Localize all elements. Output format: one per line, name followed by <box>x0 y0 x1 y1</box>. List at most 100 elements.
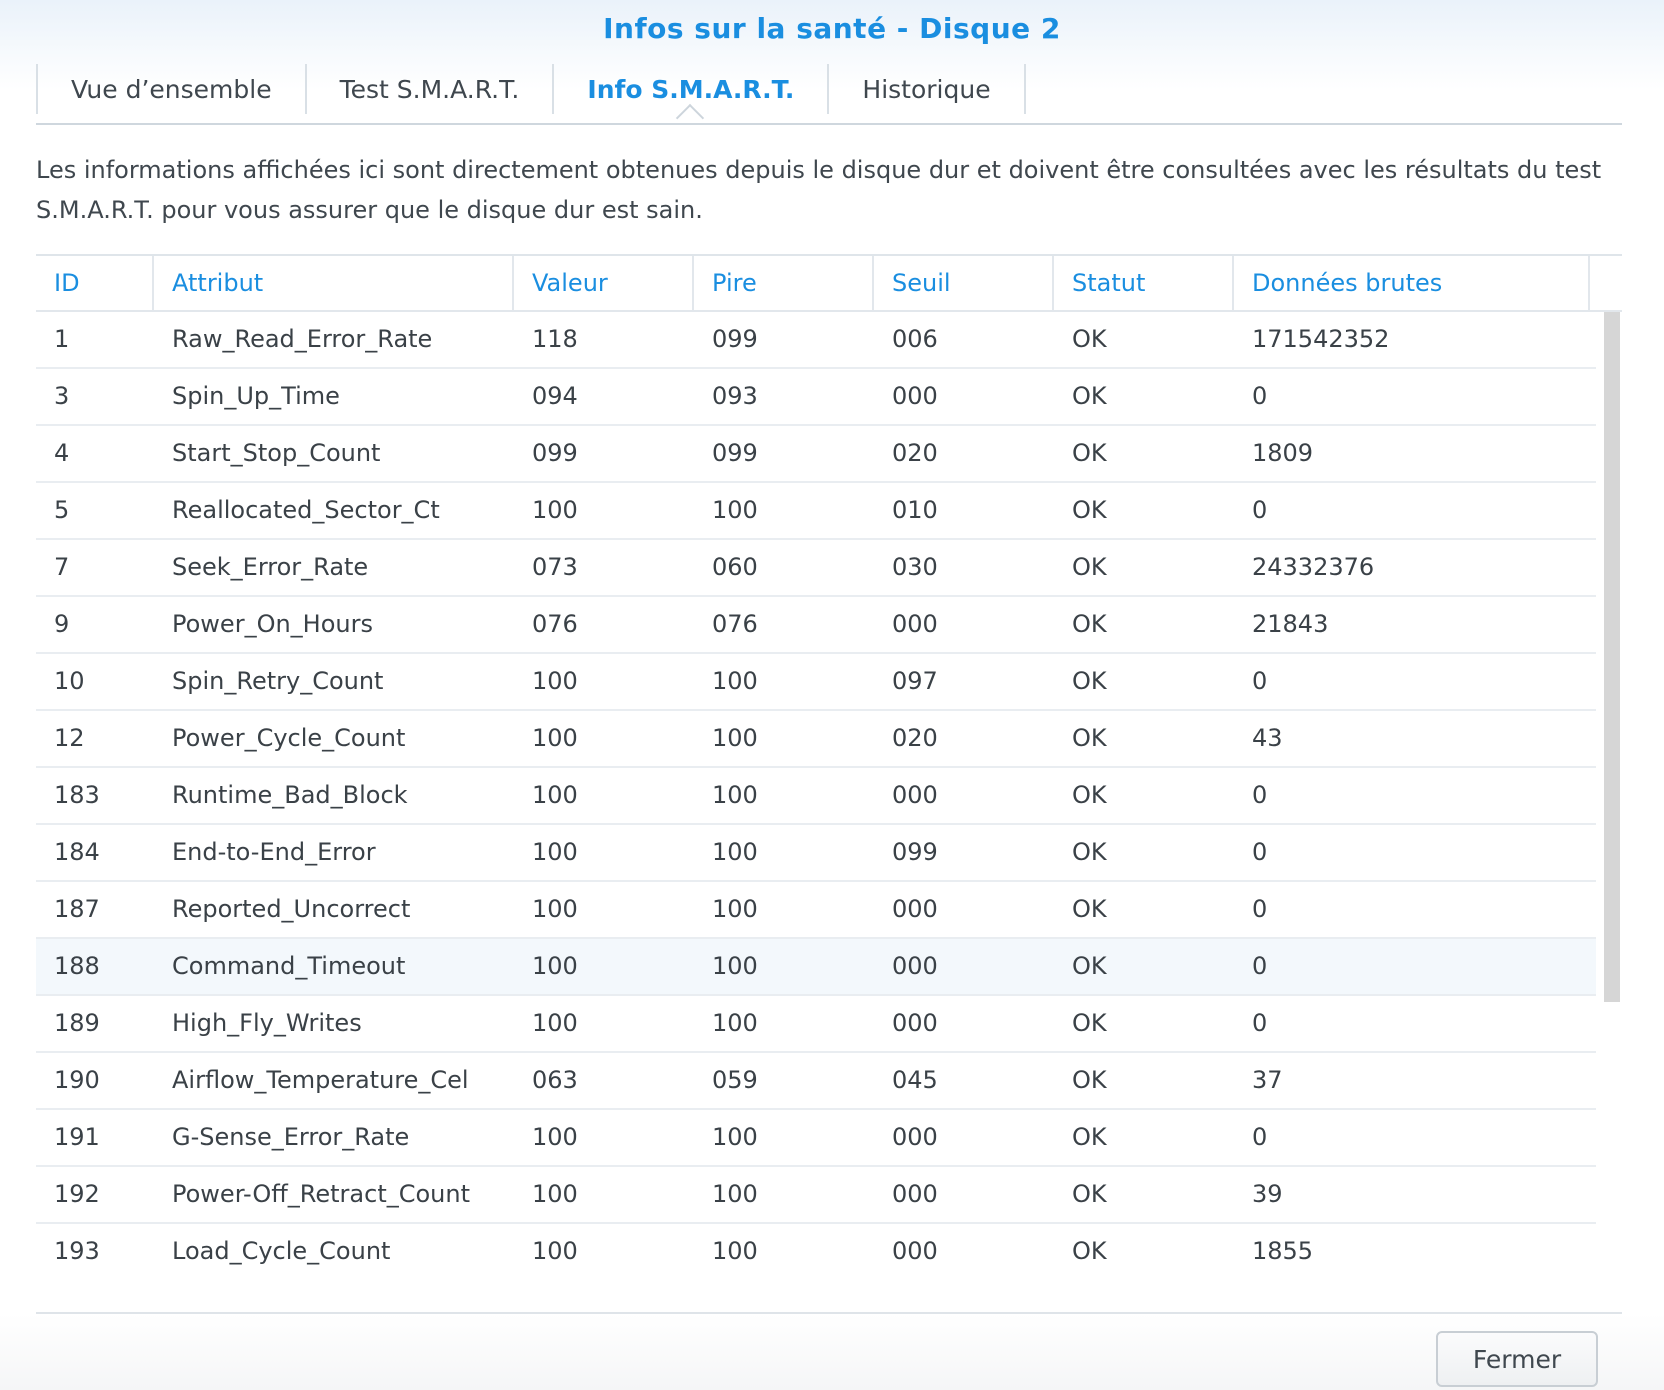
cell-raw-data: 21843 <box>1252 610 1329 638</box>
table-row[interactable]: 5 Reallocated_Sector_Ct 100 100 010 OK 0 <box>36 483 1596 540</box>
cell-raw-data: 0 <box>1252 496 1268 524</box>
table-row[interactable]: 12 Power_Cycle_Count 100 100 020 OK 43 <box>36 711 1596 768</box>
cell-attribute: High_Fly_Writes <box>172 1009 362 1037</box>
cell-worst: 100 <box>712 952 758 980</box>
cell-status: OK <box>1072 1009 1107 1037</box>
cell-id: 188 <box>54 952 100 980</box>
cell-raw-data: 43 <box>1252 724 1283 752</box>
cell-threshold: 020 <box>892 724 938 752</box>
cell-status: OK <box>1072 382 1107 410</box>
cell-status: OK <box>1072 496 1107 524</box>
column-header-worst[interactable]: Pire <box>694 256 874 310</box>
cell-id: 7 <box>54 553 70 581</box>
cell-threshold: 099 <box>892 838 938 866</box>
cell-id: 193 <box>54 1237 100 1265</box>
cell-attribute: G-Sense_Error_Rate <box>172 1123 410 1151</box>
cell-raw-data: 1855 <box>1252 1237 1314 1265</box>
cell-raw-data: 0 <box>1252 1009 1268 1037</box>
cell-raw-data: 1809 <box>1252 439 1314 467</box>
table-row[interactable]: 193 Load_Cycle_Count 100 100 000 OK 1855 <box>36 1224 1596 1274</box>
tab-smart-info[interactable]: Info S.M.A.R.T. <box>552 64 827 114</box>
table-row[interactable]: 7 Seek_Error_Rate 073 060 030 OK 24332376 <box>36 540 1596 597</box>
cell-value: 100 <box>532 952 578 980</box>
description-text: Les informations affichées ici sont dire… <box>36 156 1602 224</box>
cell-threshold: 010 <box>892 496 938 524</box>
cell-status: OK <box>1072 781 1107 809</box>
cell-threshold: 000 <box>892 610 938 638</box>
cell-worst: 093 <box>712 382 758 410</box>
cell-value: 100 <box>532 667 578 695</box>
column-header-id[interactable]: ID <box>36 256 154 310</box>
table-row[interactable]: 1 Raw_Read_Error_Rate 118 099 006 OK 171542352 <box>36 312 1596 369</box>
cell-value: 100 <box>532 895 578 923</box>
cell-value: 073 <box>532 553 578 581</box>
cell-threshold: 097 <box>892 667 938 695</box>
tab-smart-test[interactable]: Test S.M.A.R.T. <box>304 64 553 114</box>
cell-id: 1 <box>54 325 70 353</box>
cell-attribute: Reported_Uncorrect <box>172 895 411 923</box>
table-row[interactable]: 9 Power_On_Hours 076 076 000 OK 21843 <box>36 597 1596 654</box>
cell-attribute: Airflow_Temperature_Cel <box>172 1066 469 1094</box>
cell-attribute: Start_Stop_Count <box>172 439 381 467</box>
cell-raw-data: 0 <box>1252 667 1268 695</box>
table-row[interactable]: 3 Spin_Up_Time 094 093 000 OK 0 <box>36 369 1596 426</box>
cell-worst: 100 <box>712 781 758 809</box>
table-row[interactable]: 191 G-Sense_Error_Rate 100 100 000 OK 0 <box>36 1110 1596 1167</box>
cell-raw-data: 24332376 <box>1252 553 1375 581</box>
table-header: ID Attribut Valeur Pire Seuil Statut Don… <box>36 256 1622 312</box>
cell-threshold: 000 <box>892 952 938 980</box>
cell-id: 9 <box>54 610 70 638</box>
cell-id: 4 <box>54 439 70 467</box>
cell-status: OK <box>1072 952 1107 980</box>
column-header-threshold[interactable]: Seuil <box>874 256 1054 310</box>
cell-raw-data: 37 <box>1252 1066 1283 1094</box>
table-row[interactable]: 188 Command_Timeout 100 100 000 OK 0 <box>36 939 1596 996</box>
cell-attribute: Spin_Up_Time <box>172 382 340 410</box>
cell-status: OK <box>1072 553 1107 581</box>
close-button[interactable]: Fermer <box>1436 1331 1598 1387</box>
cell-attribute: Spin_Retry_Count <box>172 667 384 695</box>
cell-worst: 100 <box>712 724 758 752</box>
cell-id: 187 <box>54 895 100 923</box>
tab-divider <box>36 123 1622 125</box>
cell-id: 5 <box>54 496 70 524</box>
table-row[interactable]: 4 Start_Stop_Count 099 099 020 OK 1809 <box>36 426 1596 483</box>
cell-value: 100 <box>532 1009 578 1037</box>
cell-id: 3 <box>54 382 70 410</box>
cell-attribute: Load_Cycle_Count <box>172 1237 391 1265</box>
column-header-attribute[interactable]: Attribut <box>154 256 514 310</box>
cell-attribute: Power_Cycle_Count <box>172 724 406 752</box>
column-header-value[interactable]: Valeur <box>514 256 694 310</box>
table-row[interactable]: 183 Runtime_Bad_Block 100 100 000 OK 0 <box>36 768 1596 825</box>
table-row[interactable]: 10 Spin_Retry_Count 100 100 097 OK 0 <box>36 654 1596 711</box>
cell-threshold: 006 <box>892 325 938 353</box>
cell-worst: 099 <box>712 439 758 467</box>
cell-status: OK <box>1072 325 1107 353</box>
cell-attribute: Seek_Error_Rate <box>172 553 369 581</box>
cell-id: 10 <box>54 667 85 695</box>
cell-id: 189 <box>54 1009 100 1037</box>
table-body: 1 Raw_Read_Error_Rate 118 099 006 OK 171542352… <box>36 312 1596 1274</box>
cell-value: 100 <box>532 724 578 752</box>
cell-value: 094 <box>532 382 578 410</box>
footer-divider <box>36 1312 1622 1314</box>
table-scrollbar[interactable] <box>1604 312 1620 1002</box>
cell-status: OK <box>1072 439 1107 467</box>
column-header-raw-data[interactable]: Données brutes <box>1234 256 1590 310</box>
cell-raw-data: 39 <box>1252 1180 1283 1208</box>
tab-overview[interactable]: Vue d’ensemble <box>36 64 305 114</box>
cell-value: 076 <box>532 610 578 638</box>
table-row[interactable]: 189 High_Fly_Writes 100 100 000 OK 0 <box>36 996 1596 1053</box>
table-row[interactable]: 187 Reported_Uncorrect 100 100 000 OK 0 <box>36 882 1596 939</box>
cell-status: OK <box>1072 1066 1107 1094</box>
cell-id: 184 <box>54 838 100 866</box>
table-row[interactable]: 184 End-to-End_Error 100 100 099 OK 0 <box>36 825 1596 882</box>
column-header-status[interactable]: Statut <box>1054 256 1234 310</box>
cell-raw-data: 0 <box>1252 1123 1268 1151</box>
dialog-footer <box>0 1314 1664 1390</box>
table-row[interactable]: 192 Power-Off_Retract_Count 100 100 000 OK 39 <box>36 1167 1596 1224</box>
cell-value: 100 <box>532 1237 578 1265</box>
table-row[interactable]: 190 Airflow_Temperature_Cel 063 059 045 OK 37 <box>36 1053 1596 1110</box>
cell-worst: 099 <box>712 325 758 353</box>
tab-history[interactable]: Historique <box>827 64 1026 114</box>
